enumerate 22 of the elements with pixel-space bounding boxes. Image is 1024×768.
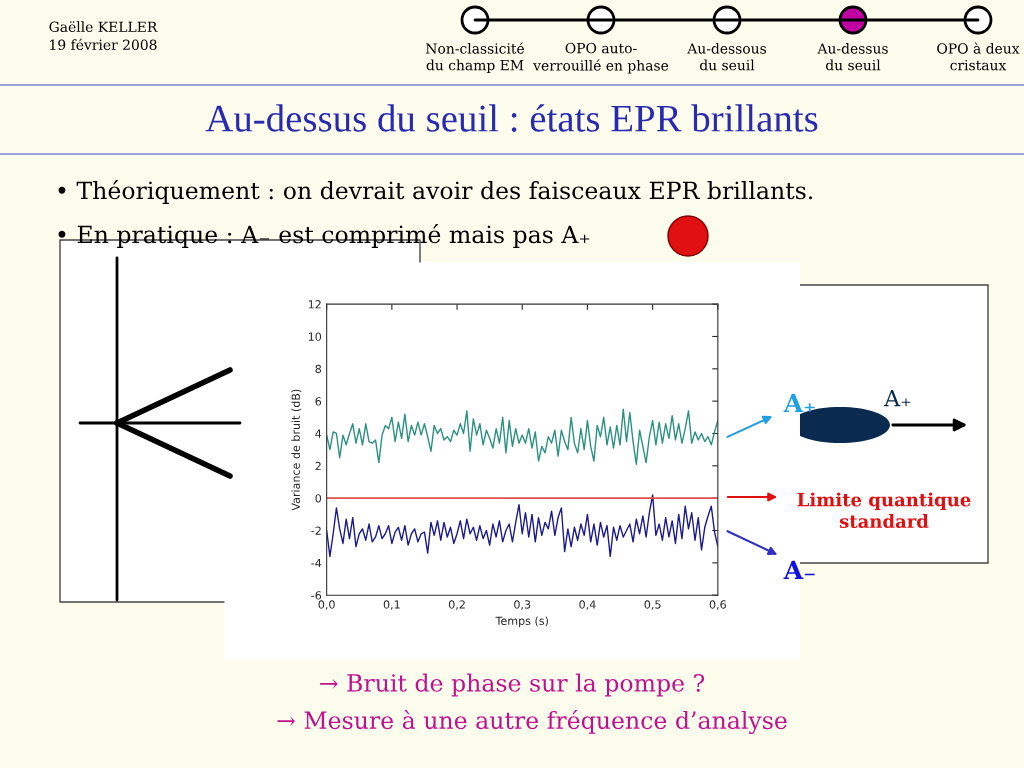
- x-tick-label: 0,6: [709, 600, 726, 610]
- text: Limite quantique standard: [797, 492, 971, 529]
- text: Gaëlle KELLER: [49, 21, 158, 33]
- text: OPO auto- verrouillé en phase: [533, 42, 669, 74]
- text: • En pratique : A₋ est comprimé mais pas A₊: [58, 224, 590, 248]
- text: 19 février 2008: [50, 38, 157, 51]
- x-tick-label: 0,5: [644, 600, 661, 610]
- text: Au-dessus du seuil: [817, 42, 888, 71]
- x-axis-title: Temps (s): [495, 616, 548, 628]
- text: A₋: [783, 560, 815, 579]
- text: → Bruit de phase sur la pompe ?: [320, 673, 705, 697]
- chart-title: Au-dessus du seuil : états EPR brillants: [205, 104, 818, 132]
- text: Au-dessous du seuil: [687, 42, 767, 71]
- text: • Théoriquement : on devrait avoir des faisceaux EPR brillants.: [58, 180, 813, 204]
- text: A₊: [783, 393, 815, 412]
- text: A₊: [883, 389, 911, 407]
- text: Non-classicité du champ EM: [425, 42, 524, 74]
- x-tick-label: 0,3: [514, 600, 531, 610]
- x-tick-label: 0,2: [448, 600, 465, 610]
- text: OPO à deux cristaux: [937, 42, 1020, 71]
- x-tick-label: 0,4: [579, 600, 596, 610]
- text: → Mesure à une autre fréquence d’analyse: [277, 709, 787, 735]
